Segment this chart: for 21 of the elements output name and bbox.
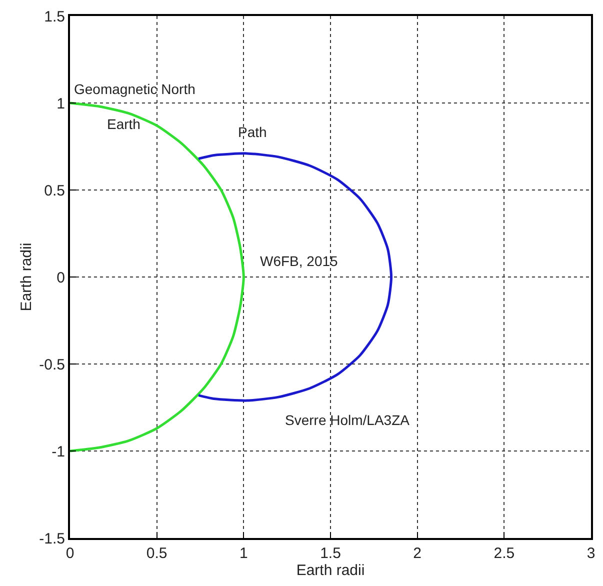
x-tick-label: 3 xyxy=(586,545,596,562)
line-series xyxy=(197,152,393,402)
y-tick-label: 1.5 xyxy=(44,8,65,26)
annotation: Sverre Holm/LA3ZA xyxy=(285,412,410,428)
annotation: Earth xyxy=(107,116,140,132)
y-tick-label: 0 xyxy=(56,269,65,286)
y-tick-label: 1 xyxy=(56,95,65,112)
annotation: W6FB, 2015 xyxy=(260,253,338,269)
y-tick-label: 0.5 xyxy=(44,182,65,200)
x-tick-label: 2 xyxy=(413,545,422,562)
x-tick-label: 1 xyxy=(240,545,248,562)
y-tick-label: -0.5 xyxy=(39,356,65,374)
x-tick-label: 0.5 xyxy=(146,545,168,562)
x-tick-label: 2.5 xyxy=(494,545,515,562)
y-axis-title: Earth radii xyxy=(18,242,35,312)
x-axis-title: Earth radii xyxy=(296,562,365,579)
annotation: Geomagnetic North xyxy=(74,81,196,97)
annotation: Path xyxy=(238,124,267,140)
y-tick-label: -1.5 xyxy=(39,530,65,548)
y-tick-label: -1 xyxy=(52,443,65,460)
x-tick-label: 1.5 xyxy=(320,545,341,562)
